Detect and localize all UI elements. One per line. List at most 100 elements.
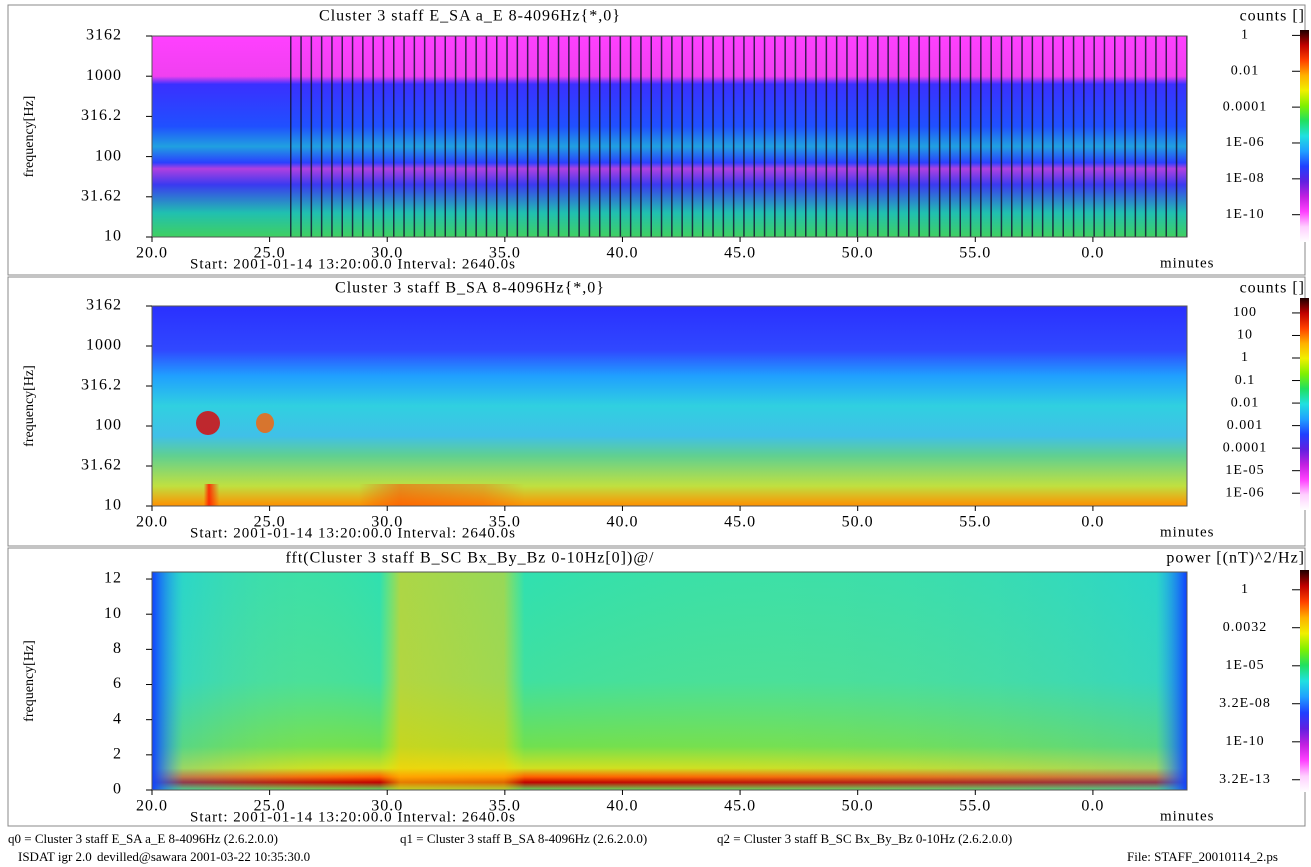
x-tick-label: 35.0 xyxy=(489,514,521,531)
spectrogram-texture xyxy=(465,36,467,237)
spectrogram-texture xyxy=(722,36,725,237)
spectrogram-image xyxy=(152,36,1187,237)
spectrogram-texture xyxy=(196,411,220,435)
spectrogram-texture xyxy=(362,36,364,237)
y-tick-label: 31.62 xyxy=(81,457,122,474)
query-label: q2 = Cluster 3 staff B_SC Bx_By_Bz 0-10H… xyxy=(717,831,1012,846)
spectrogram-texture xyxy=(969,36,972,237)
colorbar-tick-label: 0.0001 xyxy=(1223,440,1268,455)
spectrogram-texture xyxy=(619,36,622,237)
x-tick-label: 40.0 xyxy=(606,245,638,262)
spectrogram-texture xyxy=(475,36,477,237)
spectrogram-texture xyxy=(485,36,488,237)
colorbar-label: counts [] xyxy=(1240,280,1305,297)
spectrogram-texture xyxy=(1083,36,1085,237)
colorbar xyxy=(1300,30,1309,242)
spectrogram-texture xyxy=(629,36,632,237)
colorbar-tick-label: 1E-05 xyxy=(1225,658,1264,673)
spectrogram-texture xyxy=(1062,36,1064,237)
plot-frame xyxy=(151,35,1188,238)
colorbar-tick-label: 0.0001 xyxy=(1223,99,1268,114)
x-tick-label: 30.0 xyxy=(371,798,403,815)
spectrogram-texture xyxy=(1114,36,1116,237)
spectrogram-texture xyxy=(753,36,755,237)
colorbar xyxy=(1300,298,1309,510)
x-tick-label: 40.0 xyxy=(606,514,638,531)
spectrogram-texture xyxy=(990,36,992,237)
spectrogram-texture xyxy=(423,36,426,237)
spectrogram-texture xyxy=(547,36,549,237)
colorbar-tick-label: 0.01 xyxy=(1231,63,1260,78)
spectrogram-texture xyxy=(825,36,828,237)
spectrogram-texture xyxy=(1011,36,1013,237)
spectrogram-texture xyxy=(928,36,931,237)
x-tick-label: 20.0 xyxy=(136,514,168,531)
colorbar-label: counts [] xyxy=(1240,8,1305,25)
y-tick-label: 3162 xyxy=(86,27,122,44)
x-tick-label: 55.0 xyxy=(959,514,991,531)
x-tick-label: 0.0 xyxy=(1081,514,1104,531)
spectrogram-texture xyxy=(496,36,498,237)
spectrogram-texture xyxy=(712,36,714,237)
spectrogram-texture xyxy=(152,572,1187,790)
x-tick-label: 45.0 xyxy=(724,798,756,815)
chart-title: fft(Cluster 3 staff B_SC Bx_By_Bz 0-10Hz… xyxy=(285,550,654,567)
y-tick-label: 12 xyxy=(104,570,122,587)
colorbar-tick-label: 0.1 xyxy=(1235,373,1256,388)
spectrogram-texture xyxy=(949,36,951,237)
spectrogram-texture xyxy=(557,36,560,237)
spectrogram-texture xyxy=(784,36,786,237)
spectrogram-texture xyxy=(372,36,374,237)
plot-frame xyxy=(151,305,1188,507)
x-tick-label: 50.0 xyxy=(842,514,874,531)
colorbar-tick-label: 3.2E-13 xyxy=(1219,772,1271,787)
spectrogram-texture xyxy=(866,36,869,237)
x-tick-label: 25.0 xyxy=(254,798,286,815)
spectrogram-texture xyxy=(256,413,274,433)
x-tick-label: 20.0 xyxy=(136,245,168,262)
colorbar-tick-label: 0.0032 xyxy=(1223,620,1268,635)
spectrogram-texture xyxy=(835,36,838,237)
spectrogram-texture xyxy=(609,36,611,237)
spectrogram-texture xyxy=(1155,36,1157,237)
colorbar-tick-label: 10 xyxy=(1237,328,1253,343)
y-tick-label: 100 xyxy=(95,417,122,434)
spectrogram-texture xyxy=(403,36,405,237)
spectrogram-texture xyxy=(660,36,663,237)
y-tick-label: 316.2 xyxy=(81,377,122,394)
user-label: devilled@sawara 2001-03-22 10:35:30.0 xyxy=(97,849,310,864)
x-tick-label: 55.0 xyxy=(959,798,991,815)
spectrogram-texture xyxy=(516,36,519,237)
spectrogram-texture xyxy=(640,36,642,237)
y-tick-label: 1000 xyxy=(86,67,122,84)
spectrogram-texture xyxy=(681,36,683,237)
spectrogram-texture xyxy=(537,36,539,237)
spectrogram-texture xyxy=(732,36,735,237)
spectrogram-texture xyxy=(1000,36,1003,237)
spectrogram-texture xyxy=(1144,36,1147,237)
x-tick-label: 50.0 xyxy=(842,245,874,262)
program-label: ISDAT igr 2.0 xyxy=(18,849,92,864)
y-tick-label: 10 xyxy=(104,605,122,622)
colorbar-tick-label: 100 xyxy=(1233,305,1257,320)
spectrogram-texture xyxy=(763,36,766,237)
spectrogram-texture xyxy=(743,36,745,237)
colorbar-tick-label: 1E-08 xyxy=(1225,171,1264,186)
x-tick-label: 35.0 xyxy=(489,245,521,262)
spectrogram-texture xyxy=(599,36,601,237)
x-tick-label: 45.0 xyxy=(724,514,756,531)
x-axis-label: minutes xyxy=(1160,524,1215,540)
spectrogram-texture xyxy=(444,36,446,237)
spectrogram-texture xyxy=(341,36,343,237)
spectrogram-texture xyxy=(897,36,900,237)
spectrogram-texture xyxy=(1124,36,1126,237)
x-tick-label: 0.0 xyxy=(1081,245,1104,262)
x-tick-label: 55.0 xyxy=(959,245,991,262)
spectrogram-texture xyxy=(774,36,776,237)
spectrogram-texture xyxy=(918,36,920,237)
query-label: q0 = Cluster 3 staff E_SA a_E 8-4096Hz (… xyxy=(8,831,278,846)
y-tick-label: 10 xyxy=(104,228,122,245)
spectrogram-texture xyxy=(702,36,704,237)
